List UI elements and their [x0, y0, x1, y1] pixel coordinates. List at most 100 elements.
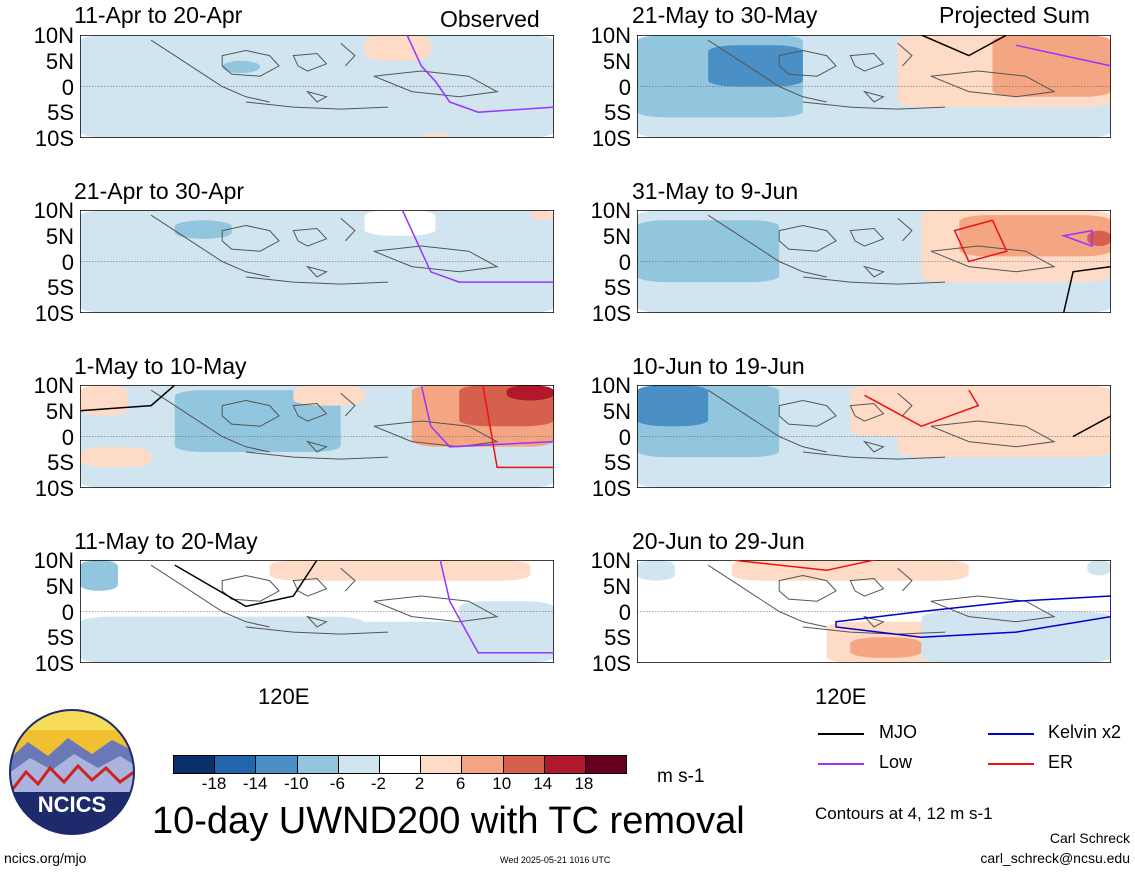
coastline — [865, 92, 884, 102]
coastline — [222, 575, 279, 601]
coastline — [308, 92, 327, 102]
colorbar-segment — [338, 756, 380, 773]
coastline — [779, 575, 836, 601]
shading-region — [459, 601, 554, 663]
colorbar-segment — [585, 756, 627, 773]
legend-label-mjo: MJO — [879, 722, 917, 742]
colorbar-segment — [256, 756, 298, 773]
shading-region — [1087, 230, 1111, 247]
panel-tag: Projected Sum — [939, 2, 1090, 28]
coastline — [850, 404, 883, 422]
map-panel — [80, 560, 554, 663]
contour-line — [80, 385, 175, 411]
lat-tick-label: 5N — [45, 48, 74, 74]
colorbar-segment — [421, 756, 463, 773]
coastline — [803, 452, 945, 459]
coastline — [898, 218, 912, 241]
coastline — [931, 421, 1054, 447]
lat-tick-label: 0 — [618, 74, 631, 100]
shading-region — [222, 60, 261, 74]
shading-region — [708, 45, 803, 87]
map-panel — [637, 35, 1111, 138]
coastline — [803, 277, 945, 284]
coastline — [374, 246, 497, 272]
shading-region — [506, 385, 554, 401]
logo-text: NCICS — [38, 792, 106, 817]
lat-tick-label: 5N — [602, 573, 631, 599]
shading-region — [127, 282, 554, 313]
coastline — [293, 54, 326, 72]
shading-region — [80, 616, 365, 663]
coastline — [850, 579, 883, 597]
lat-tick-label: 0 — [61, 599, 74, 625]
colorbar-segment — [297, 756, 339, 773]
map-panel — [637, 560, 1111, 663]
coastline — [865, 267, 884, 277]
shading-region — [637, 385, 709, 427]
lat-tick-label: 0 — [61, 424, 74, 450]
coastline — [865, 442, 884, 452]
contour-line — [955, 220, 1007, 261]
colorbar-tick-label: -10 — [283, 774, 309, 793]
shading-region — [530, 210, 554, 221]
colorbar-tick-label: 2 — [414, 774, 425, 793]
panel-title: 10-Jun to 19-Jun — [632, 353, 805, 379]
lat-tick-label: 10N — [590, 548, 631, 573]
lat-tick-label: 5S — [47, 450, 74, 476]
coastline — [850, 54, 883, 72]
lat-tick-label: 10S — [591, 476, 631, 501]
shading-region — [364, 210, 436, 236]
colorbar-tick-label: -18 — [201, 774, 227, 793]
lat-tick-label: 0 — [618, 249, 631, 275]
lat-tick-label: 10N — [33, 23, 74, 48]
coastline — [708, 40, 827, 102]
contour-note: Contours at 4, 12 m s-1 — [815, 804, 993, 823]
figure-title: 10-day UWND200 with TC removal — [152, 800, 745, 842]
lon-label-right: 120E — [815, 684, 867, 709]
lat-tick-label: 10N — [33, 373, 74, 398]
coastline — [865, 617, 884, 627]
lat-tick-label: 10S — [34, 301, 74, 326]
colorbar-segment — [544, 756, 586, 773]
colorbar — [173, 755, 627, 774]
shading-region — [637, 220, 780, 283]
colorbar-unit: m s-1 — [657, 766, 705, 787]
coastline — [803, 102, 945, 109]
colorbar-segment — [215, 756, 257, 773]
contour-line — [1064, 231, 1092, 246]
colorbar-tick-label: -14 — [242, 774, 268, 793]
lat-tick-label: 10N — [33, 198, 74, 223]
legend-label-er: ER — [1048, 752, 1074, 772]
coastline — [308, 617, 327, 627]
legend-line-kelvin — [988, 733, 1034, 735]
colorbar-segment — [174, 756, 216, 773]
map-panel — [637, 210, 1111, 313]
coastline — [341, 568, 355, 591]
legend-label-kelvin: Kelvin x2 — [1048, 722, 1122, 742]
lat-tick-label: 0 — [618, 424, 631, 450]
coastline — [898, 568, 912, 591]
coastline — [246, 627, 388, 634]
shading-region — [80, 560, 118, 591]
lat-tick-label: 5N — [602, 48, 631, 74]
shading-region — [80, 446, 152, 468]
coastline — [341, 43, 355, 66]
lat-tick-label: 5S — [604, 275, 631, 301]
coastline — [931, 246, 1054, 272]
shading-region — [897, 426, 1111, 458]
contour-line — [402, 210, 554, 282]
shading-region — [992, 35, 1111, 97]
contour-line — [440, 560, 554, 653]
coastline — [151, 215, 270, 277]
map-panel — [637, 385, 1111, 488]
colorbar-segment — [379, 756, 422, 773]
shading-region — [421, 132, 450, 138]
legend-line-low — [818, 763, 864, 765]
coastline — [222, 400, 279, 426]
coastline — [374, 421, 497, 447]
shading-region — [269, 560, 531, 581]
colorbar-tick-label: -2 — [370, 774, 387, 793]
shading-region — [850, 637, 922, 658]
coastline — [341, 218, 355, 241]
coastline — [708, 390, 827, 452]
